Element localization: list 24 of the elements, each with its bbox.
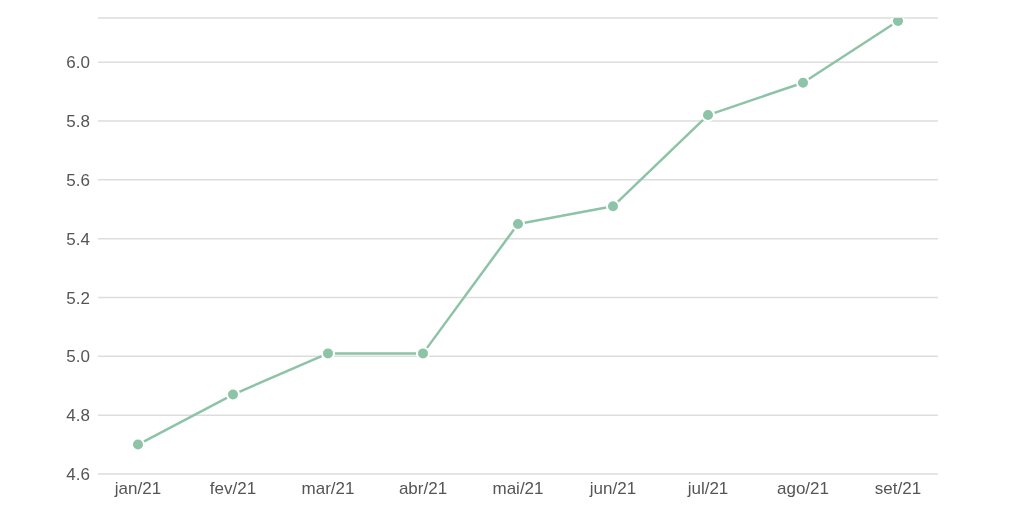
x-tick-label: set/21 — [874, 479, 922, 499]
point — [701, 108, 715, 123]
y-tick-label: 4.8 — [66, 406, 90, 426]
x-tick-label: mai/21 — [492, 479, 544, 499]
x-tick-label: fev/21 — [209, 479, 257, 499]
x-tick-label: abr/21 — [398, 479, 448, 499]
x-tick-label: jun/21 — [588, 479, 637, 499]
x-tick-label: jul/21 — [686, 479, 729, 499]
y-tick-label: 5.8 — [66, 112, 90, 131]
point — [606, 199, 620, 214]
y-tick-label: 5.4 — [66, 229, 90, 249]
y-tick-label: 5.2 — [66, 288, 90, 308]
point — [131, 437, 145, 452]
x-tick-label: mar/21 — [301, 479, 355, 499]
y-tick-label: 5.0 — [66, 347, 90, 367]
y-tick-label: 5.6 — [66, 170, 90, 190]
x-tick-label: jan/21 — [113, 479, 162, 499]
point — [321, 346, 335, 361]
point — [796, 75, 810, 90]
point — [226, 387, 240, 402]
x-tick-label: ago/21 — [777, 479, 829, 499]
point — [416, 346, 430, 361]
y-tick-label: 4.6 — [66, 465, 90, 485]
y-tick-label: 6.0 — [66, 53, 90, 73]
